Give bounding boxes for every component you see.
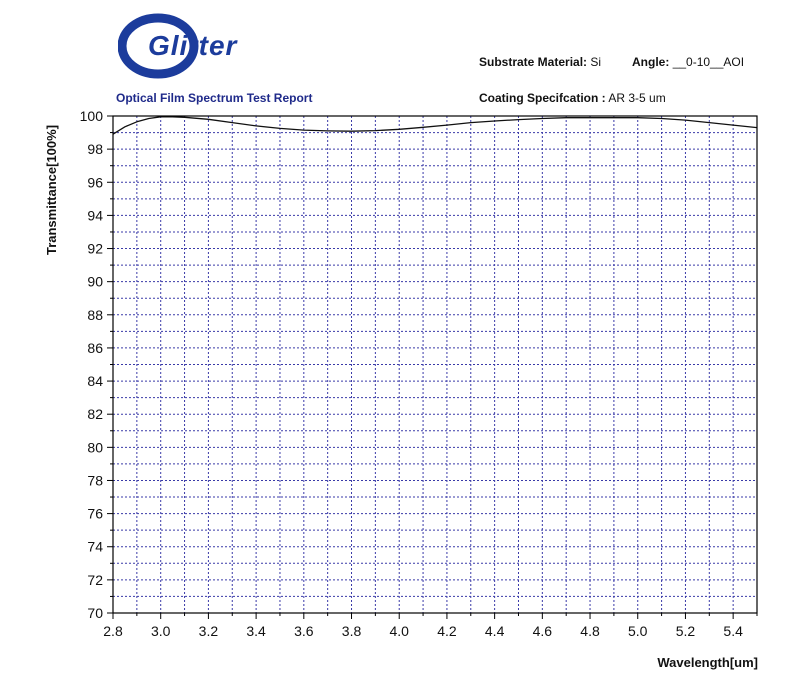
y-tick-label: 96 — [87, 174, 103, 190]
x-tick-label: 4.8 — [580, 623, 600, 639]
y-tick-label: 80 — [87, 439, 103, 455]
grid — [113, 116, 757, 613]
y-tick-label: 92 — [87, 241, 103, 257]
x-tick-label: 3.6 — [294, 623, 314, 639]
y-tick-label: 72 — [87, 572, 103, 588]
glitter-logo: Glitter — [118, 13, 239, 79]
plot-frame — [112, 115, 758, 614]
coating-label: Coating Specifcation : — [479, 91, 606, 105]
y-tick-label: 98 — [87, 141, 103, 157]
x-axis-label: Wavelength[um] — [657, 655, 758, 670]
y-tick-label: 90 — [87, 274, 103, 290]
x-tick-label: 4.4 — [485, 623, 505, 639]
axis-ticks — [107, 115, 758, 619]
angle-value: __0-10__AOI — [672, 55, 745, 69]
y-tick-label: 82 — [87, 406, 103, 422]
x-tick-label: 5.2 — [676, 623, 696, 639]
x-tick-label: 3.8 — [342, 623, 362, 639]
tick-labels: 2.8 3.0 3.2 3.4 3.6 3.8 4.0 4.2 4.4 4.6 4.8 5.0 5.2 5… — [80, 108, 743, 639]
report-title: Optical Film Spectrum Test Report — [116, 91, 313, 105]
y-tick-label: 94 — [87, 207, 103, 223]
angle-label: Angle: — [632, 55, 670, 69]
x-tick-label: 5.4 — [723, 623, 743, 639]
x-tick-label: 4.0 — [389, 623, 409, 639]
logo-wordmark: Glitter — [148, 30, 239, 61]
logo-ring-inner — [140, 30, 184, 62]
y-tick-label: 76 — [87, 506, 103, 522]
y-tick-label: 78 — [87, 472, 103, 488]
logo-ring — [118, 13, 199, 79]
x-tick-label: 4.6 — [533, 623, 553, 639]
series-layer — [112, 116, 758, 135]
y-axis-label: Transmittance[100%] — [44, 125, 59, 255]
x-tick-label: 4.2 — [437, 623, 457, 639]
y-tick-label: 84 — [87, 373, 103, 389]
x-tick-label: 3.4 — [246, 623, 266, 639]
y-tick-label: 88 — [87, 307, 103, 323]
substrate-material: Substrate Material: Si — [479, 55, 601, 69]
angle-of-incidence: Angle: __0-10__AOI — [632, 55, 744, 69]
y-tick-label: 74 — [87, 539, 103, 555]
substrate-value: Si — [590, 55, 602, 69]
y-tick-label: 86 — [87, 340, 103, 356]
substrate-label: Substrate Material: — [479, 55, 588, 69]
coating-value: AR 3-5 um — [608, 91, 666, 105]
transmittance-curve — [112, 116, 758, 135]
coating-specification: Coating Specifcation : AR 3-5 um — [479, 91, 666, 105]
y-tick-label: 100 — [80, 108, 104, 124]
y-tick-label: 70 — [87, 605, 103, 621]
x-tick-label: 2.8 — [103, 623, 123, 639]
x-tick-label: 3.2 — [199, 623, 219, 639]
x-tick-label: 3.0 — [151, 623, 171, 639]
x-tick-label: 5.0 — [628, 623, 648, 639]
